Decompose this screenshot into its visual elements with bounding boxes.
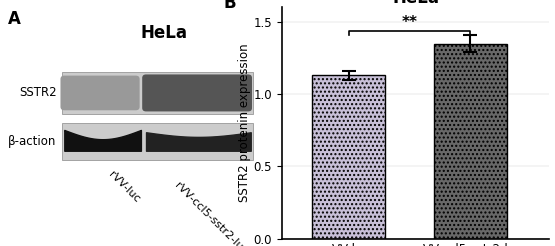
- Y-axis label: SSTR2 protenin expression: SSTR2 protenin expression: [238, 44, 251, 202]
- Bar: [62, 123, 253, 160]
- Bar: [62, 72, 253, 114]
- Title: HeLa: HeLa: [392, 0, 439, 7]
- Bar: [434, 44, 507, 239]
- Bar: [312, 75, 385, 239]
- Text: β-action: β-action: [8, 135, 57, 148]
- Text: B: B: [223, 0, 236, 12]
- Text: SSTR2: SSTR2: [19, 86, 57, 99]
- Text: HeLa: HeLa: [140, 24, 188, 42]
- Text: **: **: [402, 15, 417, 30]
- FancyBboxPatch shape: [142, 75, 252, 111]
- Text: A: A: [8, 10, 21, 28]
- Text: rVV-luc: rVV-luc: [107, 169, 142, 204]
- FancyBboxPatch shape: [60, 76, 140, 110]
- Text: rVV-ccl5-sstr2-luc: rVV-ccl5-sstr2-luc: [173, 181, 249, 246]
